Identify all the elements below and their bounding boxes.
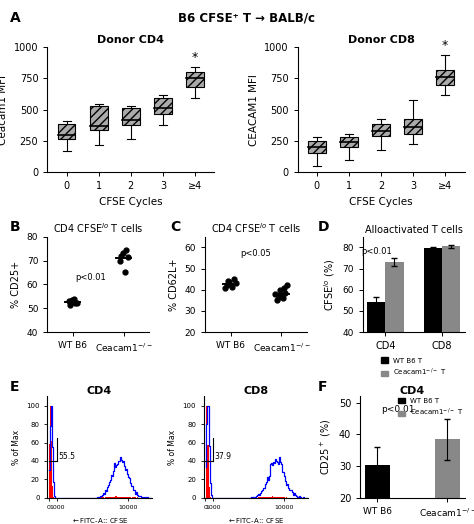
Text: B: B xyxy=(9,220,20,234)
FancyBboxPatch shape xyxy=(122,108,140,125)
Title: CD4 CFSE$^{lo}$ T cells: CD4 CFSE$^{lo}$ T cells xyxy=(53,221,144,235)
Y-axis label: % of Max: % of Max xyxy=(168,430,177,465)
Text: F: F xyxy=(318,380,327,394)
FancyBboxPatch shape xyxy=(154,99,172,114)
Text: D: D xyxy=(318,220,329,234)
Text: p<0.01: p<0.01 xyxy=(75,272,106,281)
FancyBboxPatch shape xyxy=(404,118,422,134)
Bar xyxy=(424,248,442,417)
X-axis label: CFSE Cycles: CFSE Cycles xyxy=(99,197,163,207)
Title: Donor CD8: Donor CD8 xyxy=(347,35,415,45)
Text: C: C xyxy=(171,220,181,234)
FancyBboxPatch shape xyxy=(437,70,454,85)
Legend: WT B6 T, Ceacam1$^{-/-}$ T: WT B6 T, Ceacam1$^{-/-}$ T xyxy=(395,395,466,421)
Y-axis label: CEACAM1 MFI: CEACAM1 MFI xyxy=(248,74,259,146)
Text: *: * xyxy=(192,51,198,64)
Title: Donor CD4: Donor CD4 xyxy=(97,35,164,45)
Text: A: A xyxy=(9,12,20,25)
FancyBboxPatch shape xyxy=(58,124,75,139)
Title: CD4: CD4 xyxy=(400,386,425,396)
FancyBboxPatch shape xyxy=(308,141,326,153)
Y-axis label: % CD62L+: % CD62L+ xyxy=(169,258,179,311)
Title: CD4: CD4 xyxy=(87,386,112,396)
Bar xyxy=(435,439,460,524)
Text: B6 CFSE⁺ T → BALB/c: B6 CFSE⁺ T → BALB/c xyxy=(178,12,315,25)
Title: Alloactivated T cells: Alloactivated T cells xyxy=(365,225,463,235)
FancyBboxPatch shape xyxy=(340,137,358,147)
X-axis label: $\leftarrow$FITC-A:: CFSE: $\leftarrow$FITC-A:: CFSE xyxy=(71,516,128,524)
Legend: WT B6 T, Ceacam1$^{-/-}$ T: WT B6 T, Ceacam1$^{-/-}$ T xyxy=(378,355,449,381)
Text: 37.9: 37.9 xyxy=(215,452,231,461)
Bar xyxy=(365,465,390,524)
FancyBboxPatch shape xyxy=(90,106,108,130)
Bar xyxy=(367,302,385,417)
FancyBboxPatch shape xyxy=(186,72,204,87)
Bar xyxy=(385,262,403,417)
Y-axis label: CFSE$^{lo}$ (%): CFSE$^{lo}$ (%) xyxy=(322,258,337,311)
Text: *: * xyxy=(442,39,448,51)
Text: E: E xyxy=(9,380,19,394)
Text: p<0.05: p<0.05 xyxy=(241,249,271,258)
Title: CD8: CD8 xyxy=(243,386,269,396)
X-axis label: CFSE Cycles: CFSE Cycles xyxy=(349,197,413,207)
Y-axis label: % CD25+: % CD25+ xyxy=(11,261,21,308)
Text: p<0.01: p<0.01 xyxy=(362,247,392,256)
Y-axis label: % of Max: % of Max xyxy=(12,430,21,465)
Text: p<0.01: p<0.01 xyxy=(382,405,415,414)
X-axis label: $\leftarrow$FITC-A:: CFSE: $\leftarrow$FITC-A:: CFSE xyxy=(228,516,284,524)
FancyBboxPatch shape xyxy=(372,124,390,136)
Bar xyxy=(442,246,460,417)
Y-axis label: Ceacam1 MFI: Ceacam1 MFI xyxy=(0,75,9,145)
Text: 55.5: 55.5 xyxy=(58,452,75,461)
Title: CD4 CFSE$^{lo}$ T cells: CD4 CFSE$^{lo}$ T cells xyxy=(211,221,301,235)
Y-axis label: CD25$^+$ (%): CD25$^+$ (%) xyxy=(319,419,333,475)
